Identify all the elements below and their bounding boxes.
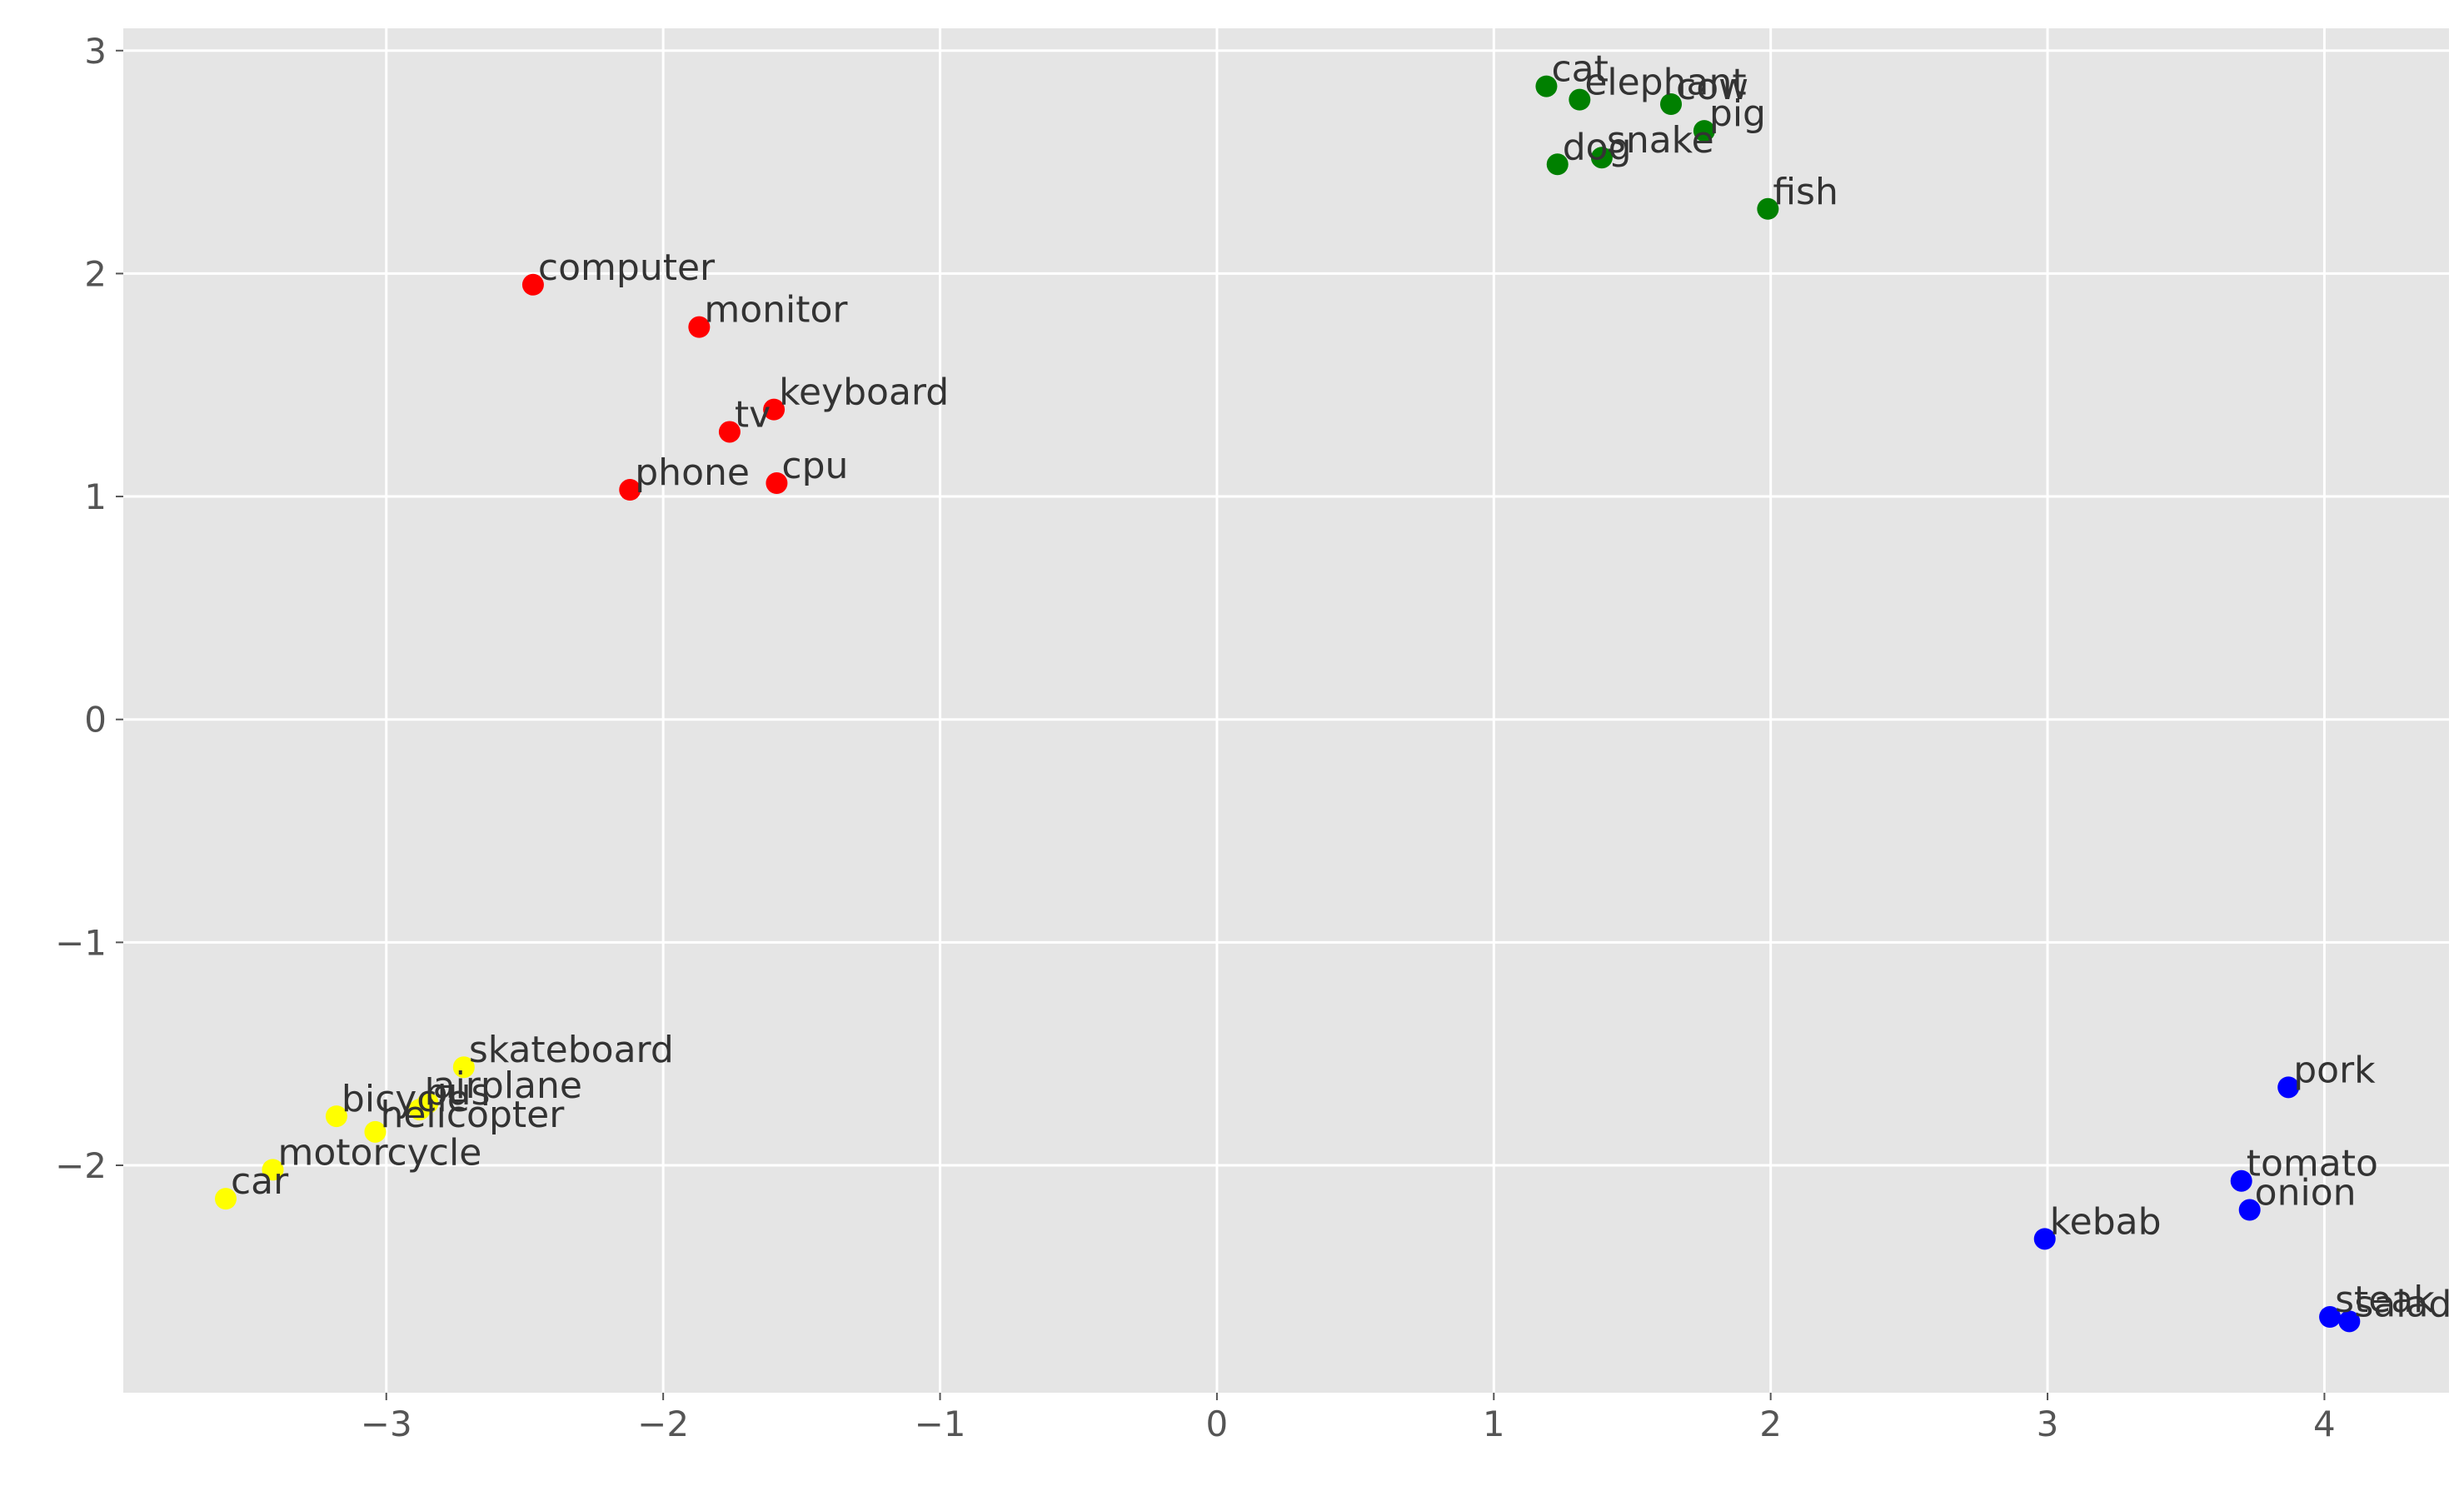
x-tick-label: 2 — [1759, 1404, 1782, 1444]
data-point — [452, 1056, 475, 1079]
y-tick-label: −2 — [55, 1145, 107, 1186]
x-axis-ticks: −3 −2 −1 0 1 2 3 4 — [361, 1393, 2336, 1444]
x-tick-label: 1 — [1483, 1404, 1505, 1444]
data-point-label: kebab — [2050, 1200, 2162, 1243]
data-point-label: computer — [538, 247, 716, 289]
data-point — [2238, 1199, 2261, 1221]
x-tick-label: 4 — [2313, 1404, 2336, 1444]
data-point-label: fish — [1773, 171, 1838, 213]
data-point-label: airplane — [433, 1065, 582, 1107]
data-point-label: elephant — [1584, 62, 1746, 104]
data-point-label: car — [231, 1160, 289, 1203]
data-point-label: pig — [1709, 92, 1766, 135]
data-point — [325, 1105, 347, 1128]
x-tick-label: 3 — [2037, 1404, 2059, 1444]
data-point — [763, 398, 786, 421]
data-point — [718, 421, 741, 443]
data-point — [2319, 1306, 2342, 1328]
data-point-label: pork — [2293, 1049, 2376, 1091]
y-axis-ticks: −2 −1 0 1 2 3 — [55, 31, 123, 1186]
data-point — [262, 1159, 284, 1181]
y-tick-label: 3 — [84, 31, 107, 72]
data-point-label: monitor — [704, 289, 848, 332]
data-point — [1660, 93, 1683, 115]
data-point-label: bus — [425, 1071, 491, 1114]
data-point-label: tomato — [2247, 1143, 2378, 1185]
data-point-label: cat — [1551, 48, 1608, 91]
data-point — [408, 1099, 431, 1121]
data-point — [364, 1120, 387, 1143]
data-point — [1546, 153, 1569, 176]
data-point-label: helicopter — [380, 1094, 565, 1136]
data-point — [2230, 1169, 2252, 1192]
y-tick-label: 0 — [84, 700, 107, 741]
data-point-label: onion — [2255, 1172, 2357, 1214]
data-point-label: motorcycle — [277, 1131, 481, 1174]
data-point — [688, 316, 711, 338]
data-point — [619, 479, 641, 501]
data-point-label: steak — [2335, 1279, 2435, 1321]
data-points — [214, 75, 2361, 1333]
data-point-label: dog — [1563, 126, 1632, 168]
data-point-label: salad — [2354, 1283, 2452, 1325]
data-point — [1590, 147, 1613, 169]
data-point — [521, 273, 544, 296]
y-tick-label: −1 — [55, 922, 107, 963]
x-tick-label: 0 — [1206, 1404, 1229, 1444]
data-point-label: cpu — [781, 445, 848, 487]
data-point — [2277, 1076, 2300, 1099]
data-point — [1535, 75, 1558, 97]
data-point — [1693, 120, 1715, 142]
data-point-label: phone — [635, 451, 750, 494]
data-point-label: cow — [1676, 66, 1748, 108]
data-point — [2338, 1310, 2361, 1333]
data-point — [214, 1188, 237, 1210]
data-point — [2033, 1228, 2056, 1250]
data-point-label: tv — [735, 393, 771, 436]
data-point — [1757, 197, 1779, 220]
data-point — [766, 472, 788, 494]
x-tick-label: −1 — [915, 1404, 966, 1444]
plot-background — [123, 28, 2449, 1393]
y-tick-label: 1 — [84, 476, 107, 517]
grid-lines — [123, 28, 2449, 1393]
x-tick-label: −3 — [361, 1404, 412, 1444]
y-tick-label: 2 — [84, 253, 107, 294]
data-point — [1569, 88, 1591, 111]
x-tick-label: −2 — [637, 1404, 689, 1444]
data-point-label: skateboard — [469, 1029, 674, 1071]
data-point-label: bicycle — [342, 1078, 470, 1120]
data-point-label: snake — [1607, 119, 1714, 162]
data-point-label: keyboard — [779, 372, 949, 414]
